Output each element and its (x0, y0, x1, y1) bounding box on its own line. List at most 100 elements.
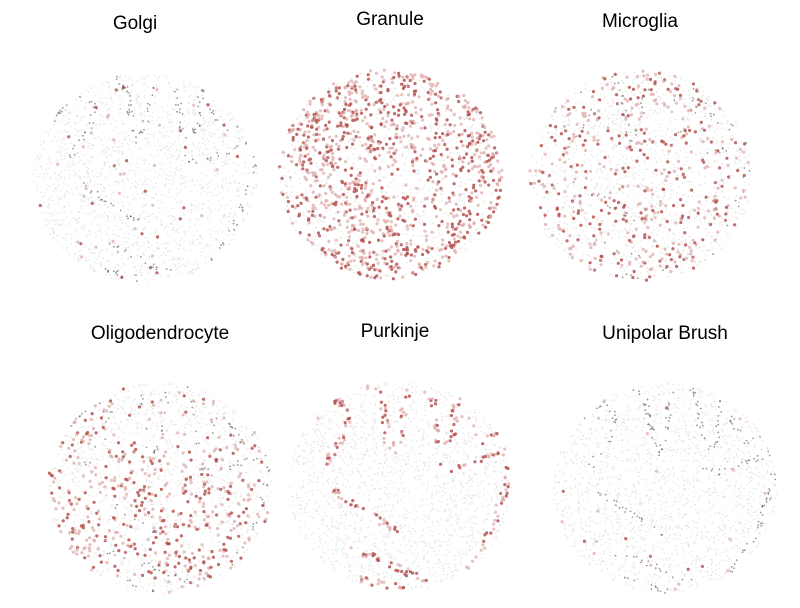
cell-point (368, 240, 372, 244)
cell-point (603, 80, 605, 82)
cell-point (732, 134, 734, 137)
cell-point (209, 134, 211, 136)
cell-point (367, 97, 370, 100)
cell-point (710, 118, 713, 121)
cell-point (354, 88, 358, 92)
cell-point (350, 265, 353, 267)
cell-point (367, 146, 371, 150)
cell-point (712, 201, 715, 203)
cell-point (155, 271, 159, 275)
cell-point (127, 77, 129, 79)
cell-point (469, 196, 473, 200)
cell-point (93, 268, 95, 271)
cell-point (143, 242, 145, 245)
cell-point (196, 85, 199, 88)
cell-point (191, 155, 193, 158)
cell-point (473, 153, 477, 157)
cell-point (152, 133, 155, 136)
cell-point (92, 86, 94, 88)
cell-point (196, 237, 199, 240)
cell-point (580, 129, 584, 133)
cell-point (322, 184, 326, 188)
cell-point (408, 119, 413, 123)
cell-point (443, 178, 445, 181)
cell-point (409, 102, 412, 104)
cell-point (461, 251, 463, 253)
cell-point (345, 117, 349, 121)
cell-point (718, 166, 722, 170)
cell-point (340, 137, 344, 141)
cell-point (734, 162, 737, 165)
cell-point (372, 191, 375, 194)
cell-point (595, 182, 597, 185)
cell-point (88, 101, 91, 104)
cell-point (225, 157, 227, 159)
cell-point (75, 186, 78, 189)
cell-point (640, 188, 642, 191)
cell-point (634, 129, 637, 132)
cell-point (548, 198, 550, 200)
cell-point (255, 167, 257, 169)
cell-point (174, 264, 176, 267)
cell-point (398, 242, 401, 245)
cell-point (353, 84, 357, 88)
cell-point (140, 147, 142, 150)
cell-point (365, 262, 369, 266)
cell-point (365, 195, 369, 199)
cell-point (303, 130, 307, 134)
cell-point (212, 120, 215, 123)
cell-point (401, 275, 405, 279)
cell-point (59, 198, 62, 201)
cell-point (738, 201, 740, 204)
cell-point (143, 75, 145, 78)
cell-point (119, 108, 121, 110)
cell-point (334, 238, 338, 242)
cell-point (699, 137, 701, 139)
cell-point (359, 106, 362, 108)
cell-point (207, 206, 209, 208)
cell-point (491, 167, 495, 171)
cell-point (620, 153, 622, 156)
cell-point (113, 166, 116, 168)
cell-point (318, 203, 321, 205)
cell-point (595, 244, 598, 246)
cell-point (180, 256, 183, 259)
cell-point (655, 265, 658, 268)
cell-point (630, 245, 632, 247)
cell-point (336, 122, 339, 124)
cell-point (83, 106, 86, 108)
cell-point (327, 90, 331, 94)
cell-point (547, 193, 550, 196)
cell-point (98, 175, 100, 178)
cell-point (434, 159, 437, 161)
cell-point (656, 161, 658, 163)
cell-point (597, 198, 600, 200)
cell-point (36, 154, 38, 156)
cell-point (459, 230, 463, 234)
cell-point (438, 228, 440, 230)
cell-point (106, 249, 109, 251)
cell-point (318, 184, 322, 188)
cell-point (611, 149, 614, 151)
cell-point (96, 224, 99, 226)
cell-point (82, 212, 85, 215)
cell-point (343, 121, 346, 123)
cell-point (121, 100, 124, 102)
cell-point (424, 260, 427, 263)
cell-point (107, 161, 109, 163)
cell-point (412, 147, 416, 151)
cell-point (409, 223, 413, 227)
cell-point (434, 84, 438, 88)
cell-point (355, 243, 358, 246)
cell-point (659, 98, 662, 101)
cell-point (392, 142, 396, 146)
cell-point (223, 121, 226, 124)
cell-point (184, 86, 187, 89)
cell-point (299, 145, 303, 149)
cell-point (386, 191, 388, 194)
cell-point (141, 181, 143, 184)
cell-point (718, 183, 721, 186)
cell-point (460, 132, 464, 136)
cell-point (582, 124, 585, 126)
cell-point (377, 99, 381, 103)
